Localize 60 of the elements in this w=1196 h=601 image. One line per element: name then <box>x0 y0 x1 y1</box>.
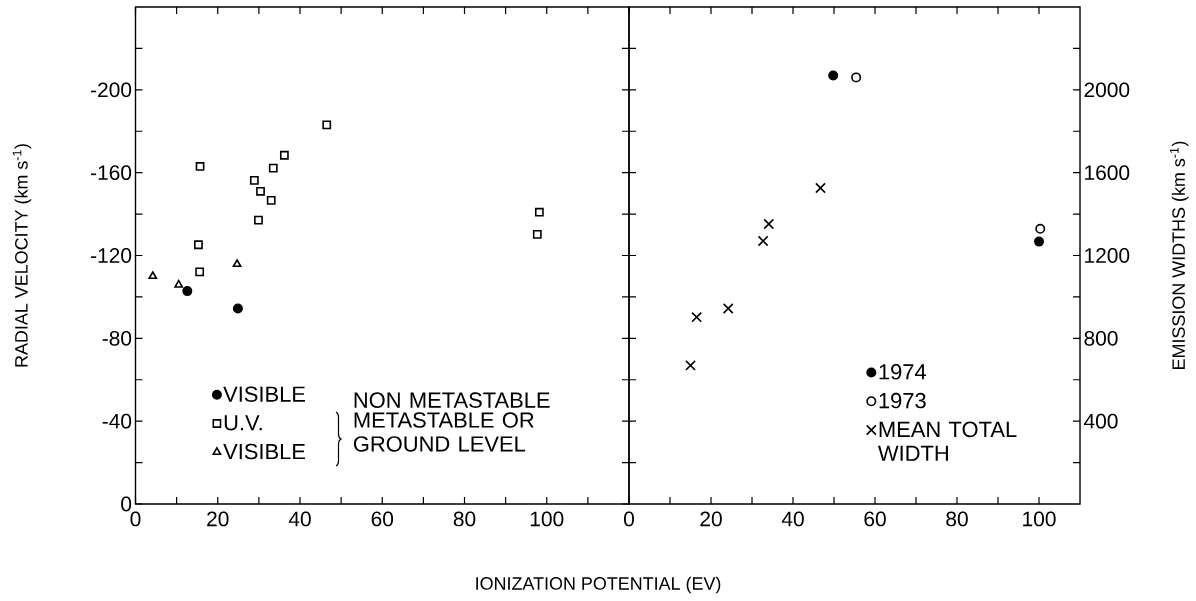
x-tick-label: 60 <box>371 511 394 527</box>
point <box>148 271 158 280</box>
y-tick-label: 1200 <box>1085 248 1130 263</box>
point <box>174 279 184 288</box>
point <box>195 267 205 277</box>
y-tick-label: -160 <box>91 165 132 181</box>
point <box>194 240 203 250</box>
point <box>182 286 193 297</box>
legend-label: MEAN TOTAL WIDTH <box>878 421 1017 461</box>
point <box>534 207 544 217</box>
x-axis-title: IONIZATION POTENTIAL (EV) <box>476 576 721 594</box>
x-tick-label: 40 <box>288 511 311 527</box>
legend-label: U.V. <box>224 415 262 431</box>
y-tick-label: -200 <box>91 82 132 98</box>
point <box>1034 236 1045 247</box>
x-tick-label: 60 <box>864 511 886 527</box>
x-tick-label: 0 <box>624 511 634 527</box>
point <box>256 186 265 196</box>
annotation: NON METASTABLE <box>354 392 550 408</box>
point <box>851 72 862 83</box>
x-tick-label: 100 <box>1023 511 1056 527</box>
y-tick-label: -120 <box>91 248 132 263</box>
legend-label: 1973 <box>879 392 926 409</box>
y-tick-label: 0 <box>121 496 132 512</box>
point <box>195 162 205 171</box>
y-tick-label: -40 <box>102 413 132 429</box>
legend-label: VISIBLE <box>223 443 306 460</box>
point <box>828 70 839 81</box>
point <box>722 303 734 314</box>
y-axis-title: RADIAL VELOCITY (km s$^{-1}$) <box>12 144 32 367</box>
point <box>268 163 278 173</box>
y-tick-label: 800 <box>1084 330 1118 346</box>
legend-label: VISIBLE <box>223 386 306 402</box>
point <box>254 215 263 225</box>
x-tick-label: 80 <box>453 511 476 527</box>
x-tick-label: 20 <box>700 511 722 527</box>
point <box>757 235 769 247</box>
y-tick-label: -80 <box>102 330 132 346</box>
point <box>249 175 259 185</box>
point <box>532 229 542 239</box>
point <box>685 360 696 371</box>
annotation: METASTABLE OR GROUND LEVEL <box>353 412 534 452</box>
point <box>763 218 775 230</box>
point <box>322 120 332 130</box>
y-tick-label: 1600 <box>1085 165 1130 181</box>
y-tick-label: 2000 <box>1084 82 1130 98</box>
point <box>1035 223 1046 234</box>
y-tick-label: 400 <box>1084 413 1118 429</box>
legend-label: 1974 <box>879 364 927 380</box>
point <box>232 259 242 268</box>
y-axis-title: EMISSION WIDTHS (km s$^{-1}$) <box>1169 141 1189 369</box>
point <box>279 150 289 160</box>
x-tick-label: 40 <box>781 511 804 527</box>
point <box>815 182 826 194</box>
point <box>691 311 703 323</box>
x-tick-label: 100 <box>530 511 564 527</box>
point <box>266 196 276 205</box>
x-tick-label: 80 <box>946 511 968 527</box>
x-tick-label: 20 <box>207 511 229 527</box>
point <box>232 303 243 314</box>
